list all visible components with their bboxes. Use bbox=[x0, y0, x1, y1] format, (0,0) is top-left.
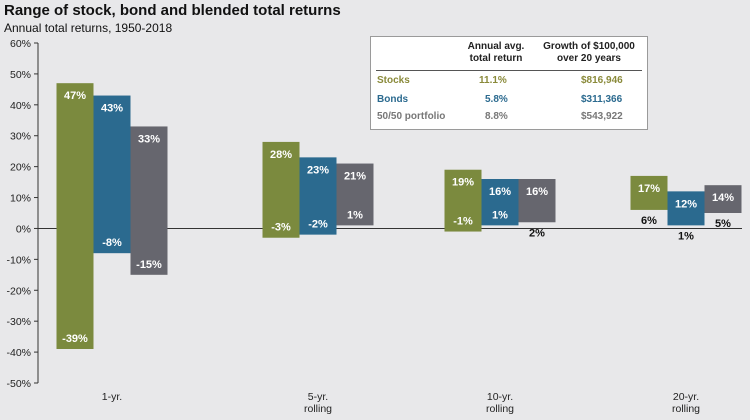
data-label-low: 6% bbox=[641, 215, 657, 227]
y-tick-label: 20% bbox=[10, 162, 31, 174]
bar-blend-2 bbox=[518, 179, 556, 223]
data-label-high: 43% bbox=[101, 103, 123, 115]
data-label-high: 19% bbox=[452, 177, 474, 189]
data-label-low: -15% bbox=[136, 259, 162, 271]
data-label-low: 1% bbox=[678, 230, 694, 242]
row-blend-avg: 8.8% bbox=[485, 111, 508, 122]
y-tick-label: -50% bbox=[6, 378, 31, 390]
y-tick-label: -10% bbox=[6, 254, 31, 266]
chart-title: Range of stock, bond and blended total r… bbox=[4, 2, 341, 19]
x-category-label: 20-yr. rolling bbox=[672, 391, 700, 415]
returns-summary-table: Annual avg. total return Growth of $100,… bbox=[370, 36, 648, 130]
data-label-high: 21% bbox=[344, 171, 366, 183]
y-tick-label: 0% bbox=[16, 223, 31, 235]
row-bonds-label: Bonds bbox=[377, 94, 409, 105]
bar-stocks-1 bbox=[262, 141, 300, 238]
row-bonds-avg: 5.8% bbox=[485, 94, 508, 105]
data-label-low: -8% bbox=[102, 237, 122, 249]
data-label-low: 1% bbox=[347, 209, 363, 221]
data-label-high: 16% bbox=[526, 186, 548, 198]
bar-blend-0 bbox=[130, 126, 168, 275]
y-tick-label: -20% bbox=[6, 285, 31, 297]
data-label-low: -39% bbox=[62, 333, 88, 345]
row-stocks-avg: 11.1% bbox=[479, 75, 507, 86]
header-annual-avg: Annual avg. total return bbox=[467, 41, 525, 64]
y-tick-label: -40% bbox=[6, 347, 31, 359]
y-tick-label: -30% bbox=[6, 316, 31, 328]
data-label-low: 5% bbox=[715, 218, 731, 230]
bar-bonds-0 bbox=[93, 95, 131, 254]
bar-blend-3 bbox=[704, 185, 742, 213]
bar-bonds-3 bbox=[667, 191, 705, 226]
data-label-low: -1% bbox=[453, 216, 473, 228]
data-label-high: 12% bbox=[675, 198, 697, 210]
x-category-label: 1-yr. bbox=[102, 391, 122, 403]
row-stocks-label: Stocks bbox=[377, 75, 410, 86]
y-tick-label: 10% bbox=[10, 193, 31, 205]
y-tick-label: 40% bbox=[10, 100, 31, 112]
data-label-high: 28% bbox=[270, 149, 292, 161]
x-category-label: 5-yr. rolling bbox=[304, 391, 332, 415]
bar-stocks-3 bbox=[630, 175, 668, 210]
row-blend-label: 50/50 portfolio bbox=[377, 111, 446, 122]
data-label-high: 47% bbox=[64, 90, 86, 102]
data-label-low: 2% bbox=[529, 227, 545, 239]
row-bonds-growth: $311,366 bbox=[581, 94, 623, 105]
bar-stocks-0 bbox=[56, 83, 94, 349]
bar-bonds-2 bbox=[481, 179, 519, 226]
bar-bonds-1 bbox=[299, 157, 337, 235]
y-tick-label: 50% bbox=[10, 69, 31, 81]
x-category-label: 10-yr. rolling bbox=[486, 391, 514, 415]
data-label-low: -2% bbox=[308, 219, 328, 231]
data-label-high: 17% bbox=[638, 183, 660, 195]
data-label-high: 16% bbox=[489, 186, 511, 198]
row-stocks-growth: $816,946 bbox=[581, 75, 623, 86]
row-blend-growth: $543,922 bbox=[581, 111, 623, 122]
chart-subtitle: Annual total returns, 1950-2018 bbox=[4, 21, 173, 35]
data-label-high: 33% bbox=[138, 133, 160, 145]
header-growth: Growth of $100,000 over 20 years bbox=[543, 41, 635, 64]
data-label-low: 1% bbox=[492, 209, 508, 221]
data-label-low: -3% bbox=[271, 222, 291, 234]
bar-blend-1 bbox=[336, 163, 374, 226]
bar-stocks-2 bbox=[444, 169, 482, 232]
table-rule-top bbox=[376, 70, 642, 71]
y-tick-label: 60% bbox=[10, 38, 31, 50]
data-label-high: 14% bbox=[712, 192, 734, 204]
y-tick-label: 30% bbox=[10, 131, 31, 143]
data-label-high: 23% bbox=[307, 164, 329, 176]
